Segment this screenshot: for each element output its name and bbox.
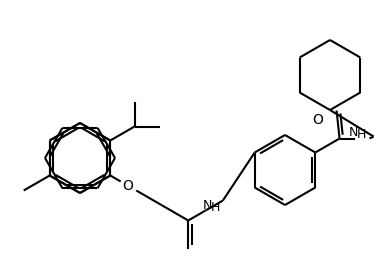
Text: O: O: [312, 114, 323, 128]
Text: O: O: [122, 179, 133, 193]
Text: H: H: [211, 201, 220, 214]
Text: N: N: [203, 199, 212, 212]
Text: N: N: [349, 126, 358, 139]
Text: H: H: [357, 128, 366, 141]
